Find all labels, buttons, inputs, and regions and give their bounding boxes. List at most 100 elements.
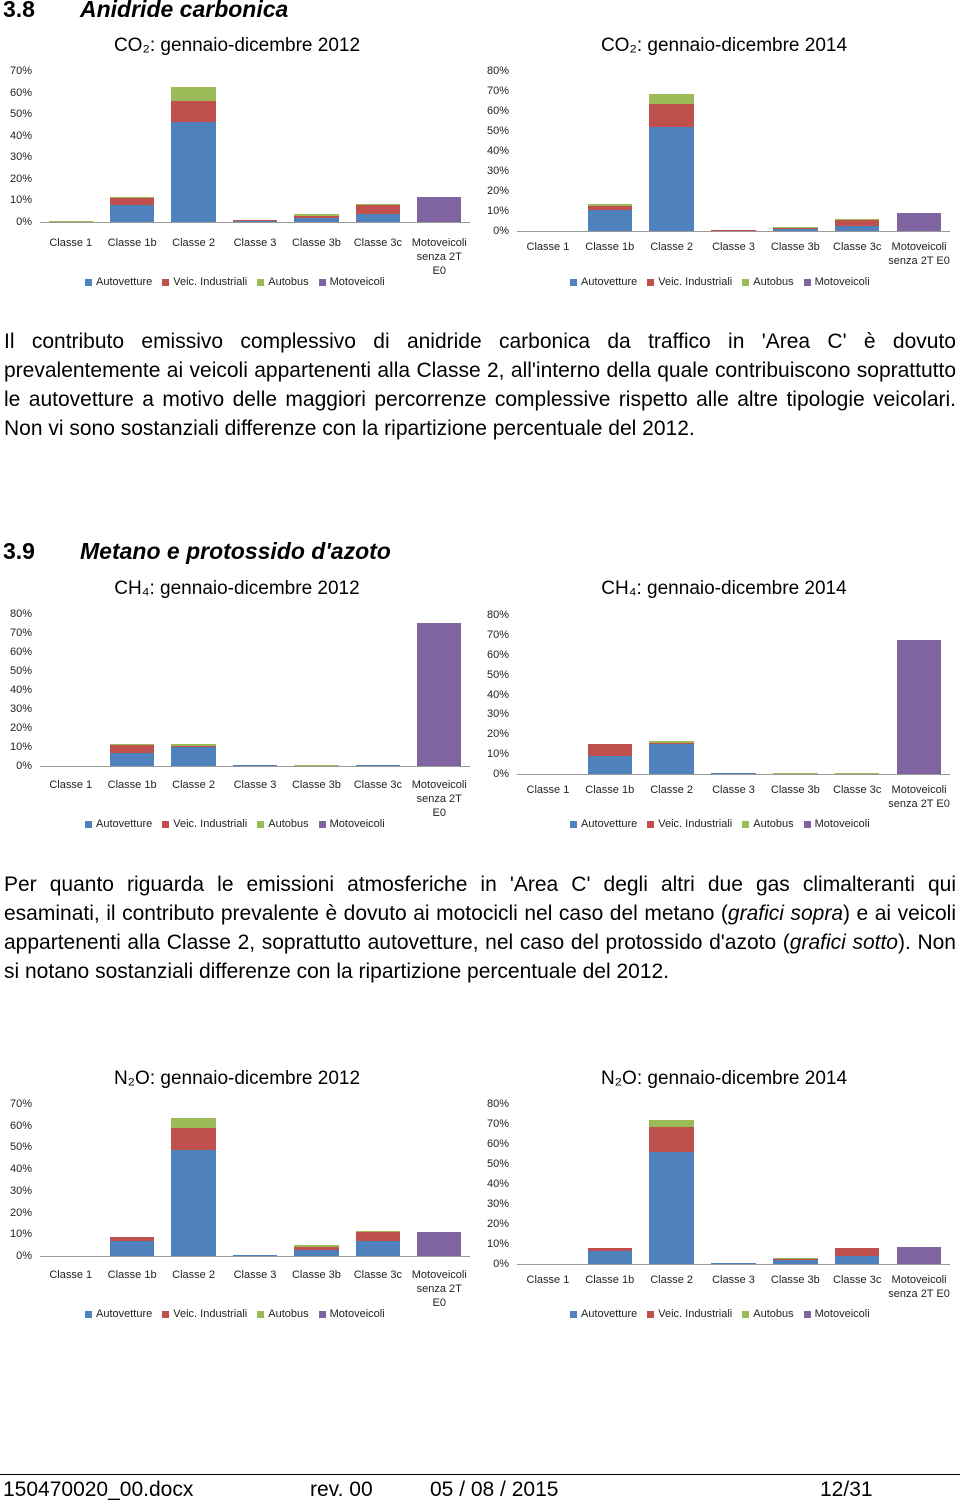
bar-segment — [896, 1247, 942, 1264]
legend-label: Veic. Industriali — [173, 276, 248, 288]
legend-label: Motoveicoli — [329, 1308, 385, 1320]
y-tick-label: 20% — [9, 172, 32, 185]
legend-item: Motoveicoli — [318, 276, 385, 288]
bar-segment — [294, 1249, 339, 1256]
bar-segment — [773, 1258, 818, 1259]
y-tick-label: 30% — [486, 1198, 509, 1210]
bar-segment — [649, 127, 694, 231]
x-tick-label: Classe 3 — [712, 241, 755, 253]
y-tick-label: 60% — [486, 1138, 509, 1150]
bar-segment — [171, 87, 216, 102]
legend-swatch — [570, 820, 577, 828]
x-tick-label: Classe 3b — [291, 237, 341, 249]
bar-segment — [896, 213, 942, 231]
bar-segment — [355, 214, 400, 222]
legend-label: Motoveicoli — [814, 818, 870, 830]
y-tick-label: 0% — [493, 225, 509, 237]
x-tick-label: Classe 2 — [172, 1269, 215, 1281]
legend-swatch — [257, 820, 265, 828]
bar-segment — [649, 744, 694, 774]
bar-segment — [417, 1232, 462, 1256]
x-tick-label: Classe 2 — [172, 779, 215, 791]
legend-label: Autobus — [268, 276, 309, 288]
y-tick-label: 40% — [486, 145, 509, 157]
bar-segment — [294, 764, 339, 766]
x-tick-label: Classe 2 — [650, 241, 694, 253]
text: ) e ai veicoli appartenenti alla Classe … — [4, 902, 956, 954]
y-tick-label: 60% — [486, 105, 509, 117]
legend-swatch — [647, 278, 655, 286]
bar-segment — [649, 1120, 694, 1127]
y-tick-label: 20% — [486, 728, 509, 741]
bar-segment — [294, 1246, 339, 1250]
x-tick-label: Classe 1 — [49, 779, 93, 791]
x-tick-label: Classe 1b — [107, 237, 157, 249]
bar-segment — [834, 1256, 880, 1264]
text: grafici sotto — [789, 931, 898, 954]
bar-segment — [110, 744, 155, 746]
bar-segment — [171, 1118, 216, 1129]
y-tick-label: 40% — [486, 688, 509, 701]
legend-item: Autovetture — [85, 276, 152, 288]
bar-segment — [773, 773, 818, 774]
bar-segment — [171, 122, 216, 222]
legend-label: Veic. Industriali — [658, 1308, 733, 1320]
x-tick-label: Classe 3 — [233, 779, 277, 791]
bar-segment — [417, 622, 462, 766]
section-title: Anidride carbonica — [80, 0, 289, 22]
x-axis — [517, 774, 950, 775]
bar-segment — [171, 1128, 216, 1151]
legend-label: Veic. Industriali — [173, 818, 248, 830]
bar-segment — [773, 1259, 818, 1260]
y-tick-label: 60% — [9, 1119, 32, 1132]
y-tick-label: 50% — [486, 125, 509, 137]
bar-segment — [773, 227, 818, 229]
legend-label: Autovetture — [581, 276, 638, 288]
x-tick-label: Classe 3 — [233, 1269, 277, 1281]
y-tick-label: 10% — [9, 741, 32, 753]
legend-item: Autobus — [257, 276, 309, 288]
section-number: 3.9 — [3, 538, 35, 564]
legend-item: Motoveicoli — [318, 1308, 385, 1320]
legend-label: Veic. Industriali — [658, 818, 733, 830]
y-tick-label: 50% — [9, 665, 32, 677]
legend-swatch — [570, 278, 577, 286]
legend-label: Veic. Industriali — [658, 276, 733, 288]
x-tick-label: Classe 3c — [353, 779, 402, 791]
bar-segment — [649, 743, 694, 745]
legend: Autovetture Veic. Industriali Autobus Motov… — [85, 276, 385, 288]
bar-segment — [834, 219, 880, 226]
y-tick-label: 70% — [9, 1098, 32, 1110]
legend-item: Autobus — [257, 818, 309, 830]
legend-label: Autovetture — [96, 276, 153, 288]
x-tick-label: Classe 3b — [770, 1274, 820, 1286]
x-tick-label: Classe 1b — [107, 1269, 157, 1281]
legend-swatch — [85, 820, 92, 828]
bar-segment — [171, 747, 216, 766]
legend-item: Motoveicoli — [803, 276, 870, 288]
legend-item: Veic. Industriali — [162, 1308, 247, 1320]
x-tick-label: Classe 3c — [353, 1269, 402, 1281]
paragraph: Il contributo emissivo complessivo di an… — [4, 330, 956, 440]
legend-label: Autobus — [753, 818, 794, 830]
legend-label: Autovetture — [96, 1308, 153, 1320]
bar-segment — [110, 198, 155, 205]
x-tick-label: Classe 3 — [712, 1274, 755, 1286]
bar-segment — [110, 204, 155, 222]
y-tick-label: 10% — [486, 205, 509, 217]
x-tick-label: Motoveicoli senza 2T E0 — [888, 1274, 950, 1300]
bar-segment — [294, 214, 339, 216]
x-tick-label: Classe 1b — [585, 1274, 635, 1286]
x-tick-label: Classe 3c — [833, 1274, 882, 1286]
bar-segment — [110, 1237, 155, 1241]
bar-segment — [711, 230, 756, 231]
legend-swatch — [647, 820, 655, 828]
y-tick-label: 10% — [486, 1238, 509, 1250]
y-tick-label: 0% — [16, 760, 32, 772]
chart-title: CO₂: gennaio-dicembre 2014 — [600, 35, 848, 56]
y-tick-label: 0% — [493, 1258, 509, 1270]
x-tick-label: Classe 3c — [833, 784, 882, 796]
y-tick-label: 10% — [9, 194, 32, 207]
y-tick-label: 80% — [486, 609, 509, 621]
legend-swatch — [85, 1310, 92, 1318]
